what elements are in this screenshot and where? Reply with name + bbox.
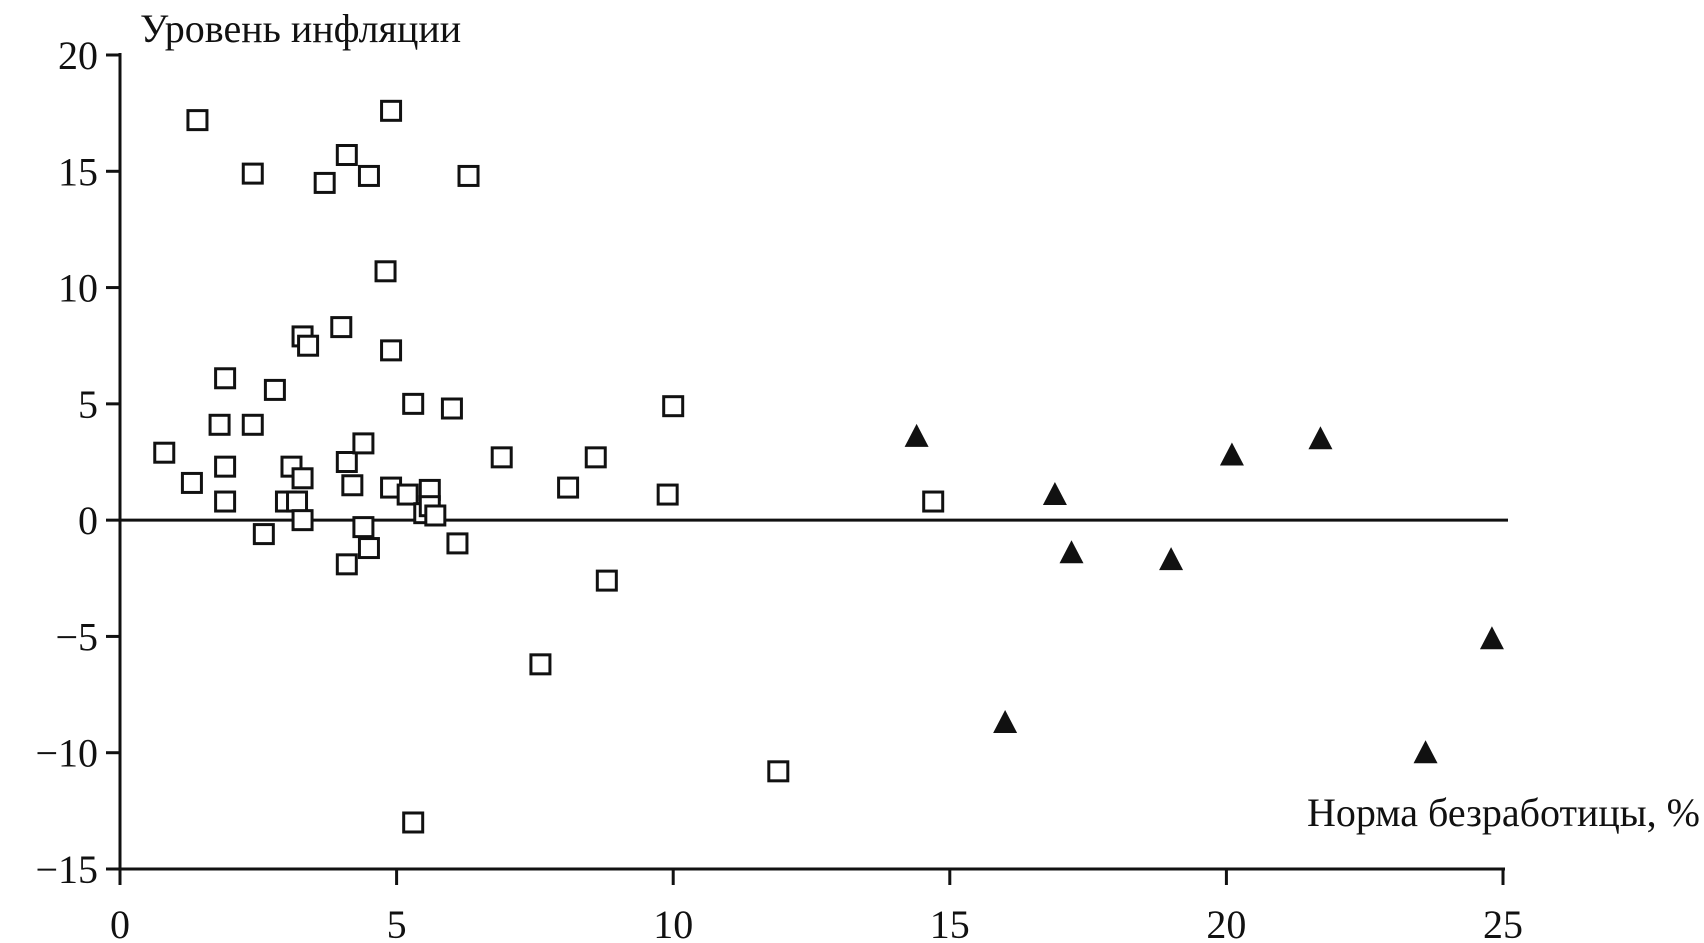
square-point [402,392,425,415]
x-tick-label: 20 [1206,902,1246,943]
square-point [557,476,580,499]
square-point [241,413,264,436]
triangle-point [1219,442,1244,466]
square-point [335,553,358,576]
x-tick-label: 25 [1483,902,1523,943]
square-point [374,260,397,283]
triangle-point [904,423,929,447]
square-point [380,339,403,362]
triangle-point [993,709,1018,733]
square-point [180,471,203,494]
square-point [662,395,685,418]
x-tick-label: 15 [930,902,970,943]
square-point [446,532,469,555]
triangle-point [1413,740,1438,764]
square-point [252,523,275,546]
square-point [214,490,237,513]
axes: 20 15 10 5 0 −5 −10 −15 0 5 10 15 20 25 [35,33,1523,943]
square-point [208,413,231,436]
square-point [352,432,375,455]
square-point [402,811,425,834]
square-point [424,504,447,527]
square-point [335,144,358,167]
y-tick-label: 15 [58,149,98,194]
square-point [186,109,209,132]
y-tick-label: 20 [58,33,98,78]
y-tick-label: −10 [35,731,98,776]
square-point [263,378,286,401]
y-tick-label: −5 [55,614,98,659]
triangle-point [1042,482,1067,506]
square-point [214,455,237,478]
square-point [291,509,314,532]
square-point [396,483,419,506]
triangle-point [1479,626,1504,650]
square-point [529,653,552,676]
square-point [291,467,314,490]
x-tick-label: 0 [110,902,130,943]
triangle-point [1159,547,1184,571]
square-point [595,569,618,592]
triangle-point [1059,540,1084,564]
square-point [922,490,945,513]
square-point [313,171,336,194]
y-tick-label: −15 [35,847,98,892]
square-point [297,334,320,357]
square-point [352,516,375,539]
square-point [286,490,309,513]
square-point [153,441,176,464]
y-tick-label: 0 [78,498,98,543]
x-tick-label: 10 [653,902,693,943]
square-point [767,760,790,783]
square-point [440,397,463,420]
square-point [656,483,679,506]
y-axis-title: Уровень инфляции [140,6,461,51]
y-tick-label: 10 [58,266,98,311]
triangle-point [1308,426,1333,450]
y-tick-label: 5 [78,382,98,427]
square-point [241,162,264,185]
square-point [457,164,480,187]
square-point [357,164,380,187]
square-point [357,537,380,560]
data-points [153,99,1504,834]
square-point [380,99,403,122]
square-point [341,474,364,497]
square-point [335,451,358,473]
x-tick-label: 5 [387,902,407,943]
square-point [584,446,607,469]
square-point [214,367,237,390]
square-point [330,316,353,339]
square-point [490,446,513,469]
x-axis-title: Норма безработицы, % [1307,790,1700,835]
